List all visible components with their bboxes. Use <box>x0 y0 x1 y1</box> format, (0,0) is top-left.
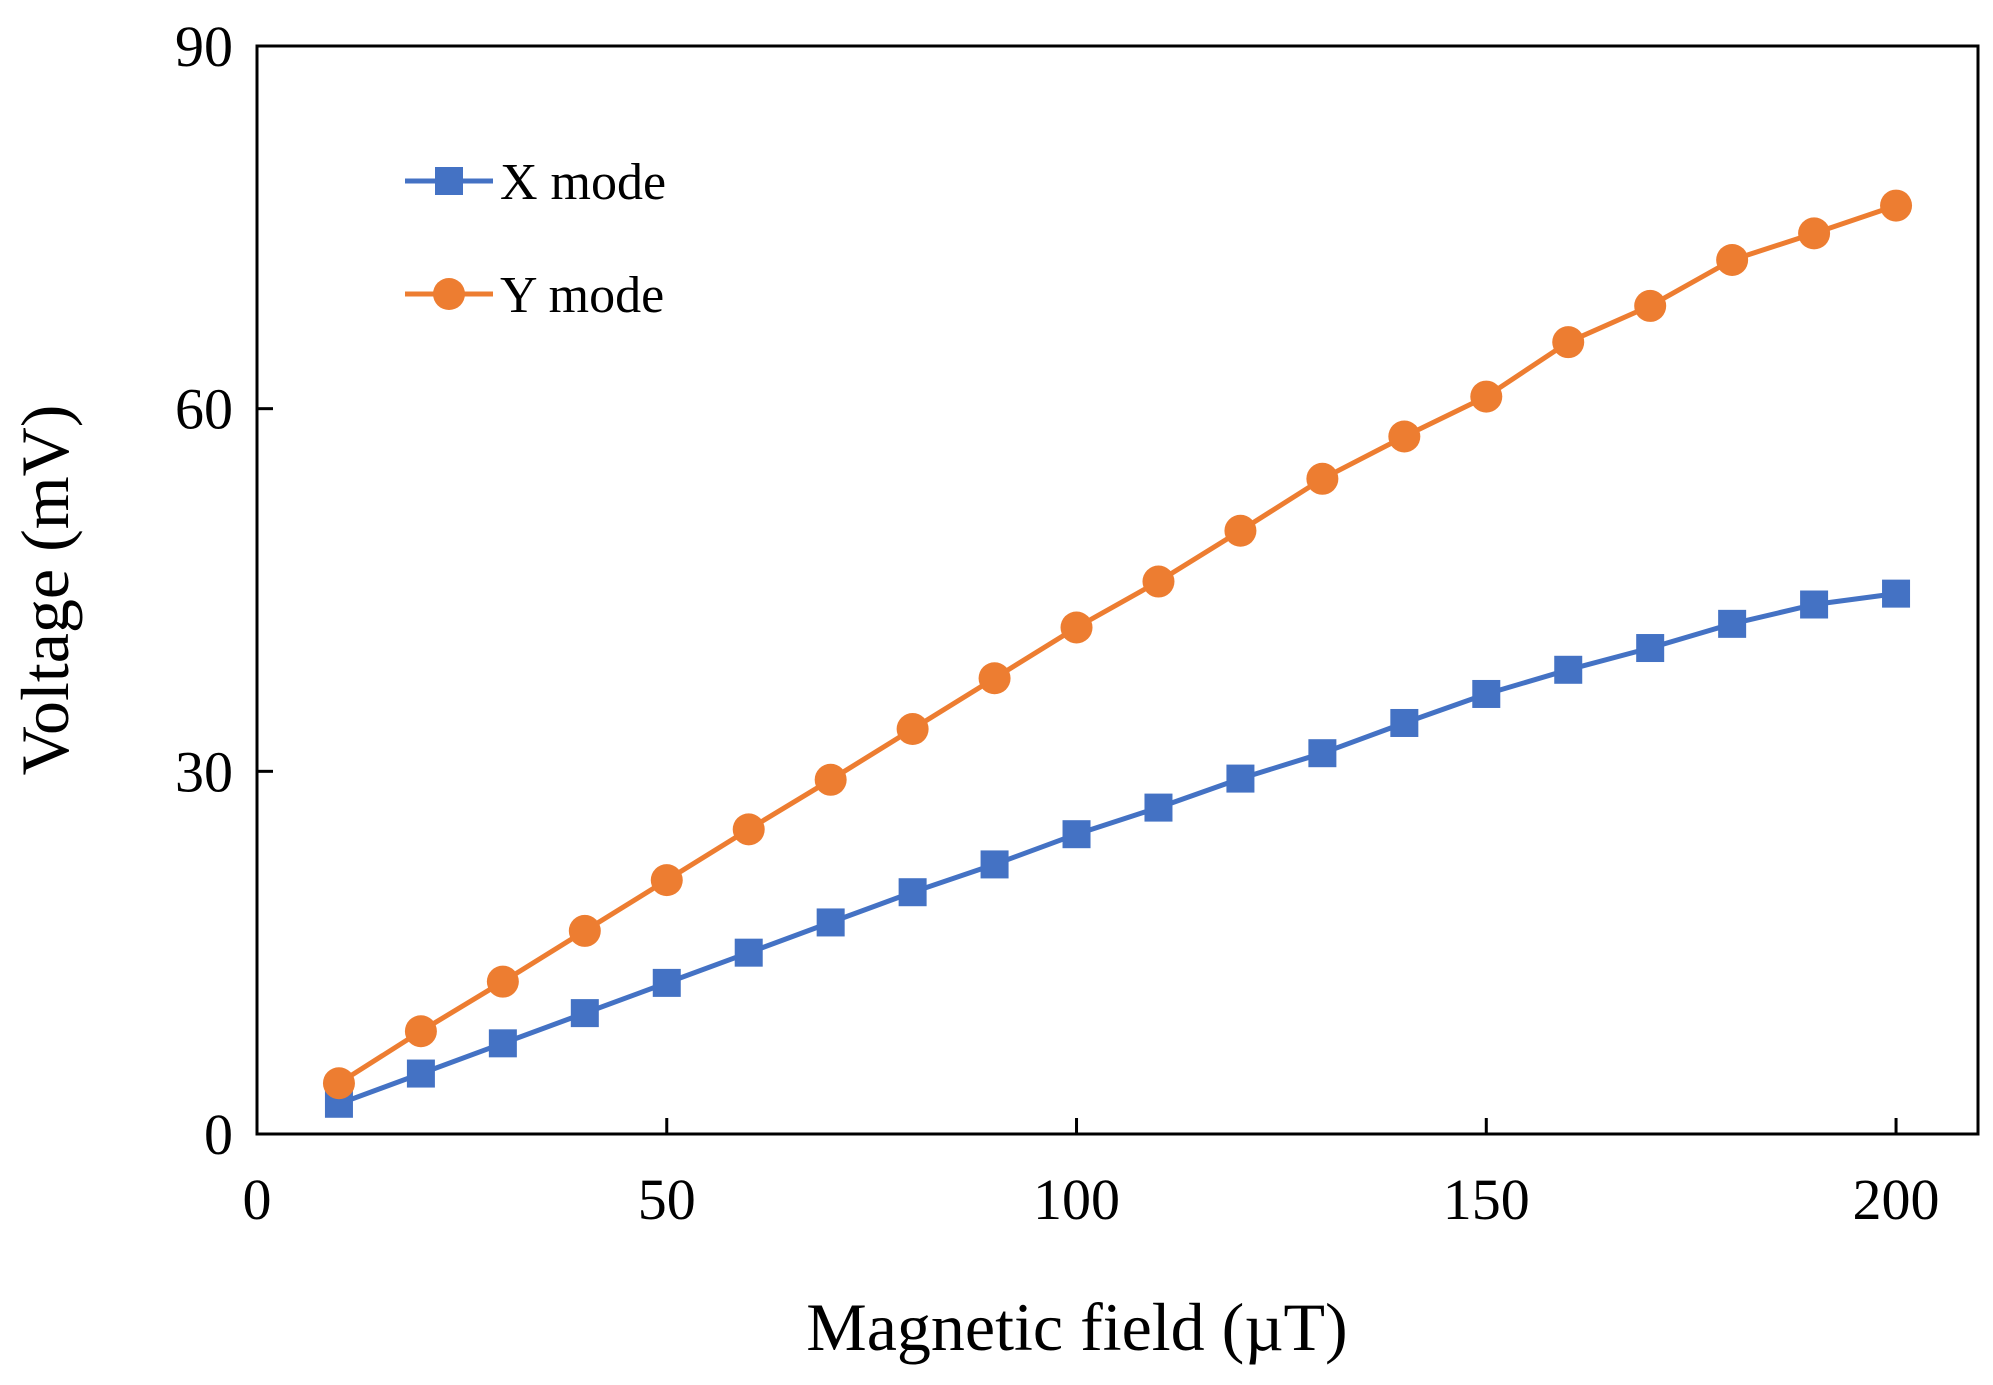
data-point-circle <box>568 914 601 947</box>
data-point-square <box>1800 590 1829 619</box>
data-point-square <box>816 908 845 937</box>
data-point-circle <box>1634 289 1667 322</box>
data-point-circle <box>732 813 765 846</box>
x-tick-label: 150 <box>1443 1167 1530 1232</box>
x-tick-label: 50 <box>638 1167 696 1232</box>
x-tick-label: 0 <box>243 1167 272 1232</box>
legend-item: Y mode <box>405 267 664 324</box>
series-y-mode <box>322 189 1913 1100</box>
data-point-circle <box>404 1015 437 1048</box>
data-point-square <box>1144 793 1173 822</box>
data-point-square <box>652 968 681 997</box>
series-x-mode <box>324 579 1911 1118</box>
tick-layer: 0 30 60 90 0 50 100 150 200 <box>175 14 1940 1232</box>
legend: X mode Y mode <box>405 154 666 324</box>
data-point-circle <box>1388 420 1421 453</box>
y-axis-title: Voltage (mV) <box>7 405 83 776</box>
plot-area-frame <box>255 44 1980 1136</box>
data-point-circle <box>1552 326 1585 359</box>
data-point-circle <box>1880 189 1913 222</box>
data-point-square <box>1390 708 1419 737</box>
data-point-square <box>1554 655 1583 684</box>
data-point-circle <box>896 713 929 746</box>
data-point-circle <box>1142 565 1175 598</box>
data-point-circle <box>978 662 1011 695</box>
data-point-circle <box>650 864 683 897</box>
x-axis-title: Magnetic field (µT) <box>806 1289 1347 1365</box>
data-point-square <box>1308 739 1337 768</box>
x-tick-label: 100 <box>1033 1167 1120 1232</box>
data-point-square <box>1882 579 1911 608</box>
data-point-square <box>1062 820 1091 849</box>
legend-label: Y mode <box>500 267 664 324</box>
x-tick-label: 200 <box>1853 1167 1940 1232</box>
y-tick-label: 0 <box>204 1102 233 1167</box>
legend-item: X mode <box>405 154 666 211</box>
data-point-circle <box>1224 514 1257 547</box>
y-tick-label: 60 <box>175 377 233 442</box>
legend-label: X mode <box>500 154 666 211</box>
data-point-circle <box>1470 380 1503 413</box>
data-point-circle <box>814 763 847 796</box>
series-layer <box>322 189 1913 1118</box>
data-point-square <box>1718 609 1747 638</box>
data-point-circle <box>486 965 519 998</box>
data-point-square <box>1636 634 1665 663</box>
data-point-square <box>1226 764 1255 793</box>
legend-marker-circle <box>433 278 465 310</box>
data-point-circle <box>1306 462 1339 495</box>
data-point-square <box>406 1059 435 1088</box>
data-point-square <box>898 878 927 907</box>
data-point-circle <box>1798 217 1831 250</box>
y-tick-label: 30 <box>175 739 233 804</box>
data-point-square <box>488 1029 517 1058</box>
data-point-circle <box>1060 611 1093 644</box>
data-point-circle <box>1716 243 1749 276</box>
data-point-square <box>1472 679 1501 708</box>
legend-marker-square <box>435 167 463 195</box>
data-point-square <box>734 938 763 967</box>
data-point-square <box>570 999 599 1028</box>
data-point-square <box>980 850 1009 879</box>
y-tick-label: 90 <box>175 14 233 79</box>
data-point-circle <box>322 1067 355 1100</box>
